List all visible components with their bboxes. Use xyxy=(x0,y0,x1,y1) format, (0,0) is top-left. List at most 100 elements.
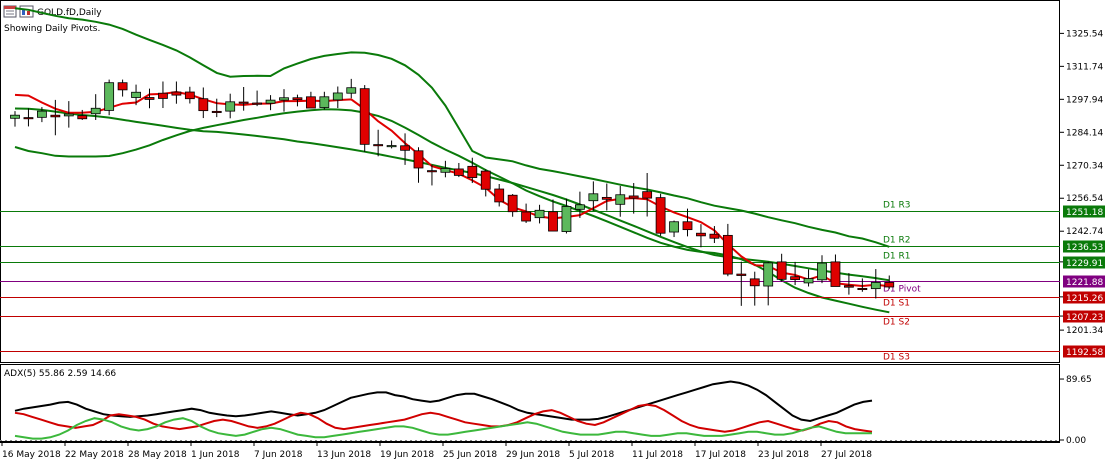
candle-body xyxy=(332,92,343,101)
price-tag-text-6: 1192.58 xyxy=(1066,348,1103,358)
candle-65 xyxy=(884,275,895,289)
candle-body xyxy=(63,113,74,117)
candle-9 xyxy=(131,84,141,106)
candle-35 xyxy=(480,169,491,197)
adx-axis: 89.65 0.00 xyxy=(1060,375,1092,446)
candle-body xyxy=(77,115,88,120)
candle-body xyxy=(790,276,800,280)
chart-subtitle: Showing Daily Pivots. xyxy=(4,24,100,34)
candle-12 xyxy=(171,81,182,104)
candle-body xyxy=(534,209,545,219)
candle-60 xyxy=(817,255,827,284)
time-tick-label-4: 7 Jun 2018 xyxy=(254,450,303,460)
candle-8 xyxy=(117,79,128,97)
candle-36 xyxy=(494,184,505,207)
candle-30 xyxy=(413,147,424,183)
candle-47 xyxy=(642,173,653,217)
candle-26 xyxy=(359,85,370,152)
candle-4 xyxy=(63,101,74,128)
price-tick-label-4: 1270.34 xyxy=(1066,161,1103,171)
candle-body xyxy=(763,262,774,287)
candle-3 xyxy=(50,99,61,136)
candle-body xyxy=(588,193,599,202)
pivot-label-0: D1 R3 xyxy=(883,201,911,211)
candle-body xyxy=(171,91,182,96)
candle-body xyxy=(279,97,289,101)
candle-5 xyxy=(77,109,88,120)
candle-33 xyxy=(453,162,464,178)
calendar-icon xyxy=(3,5,17,18)
adx-series-0 xyxy=(14,380,873,423)
candle-46 xyxy=(628,183,639,214)
candle-15 xyxy=(211,98,222,118)
time-tick-label-11: 17 Jul 2018 xyxy=(695,450,746,460)
price-tick-label-10: 1201.34 xyxy=(1066,326,1103,336)
candle-13 xyxy=(184,86,195,104)
candle-body xyxy=(548,211,558,232)
candle-body xyxy=(184,91,195,100)
time-tick-label-6: 19 Jun 2018 xyxy=(380,450,434,460)
candle-body xyxy=(211,110,222,113)
candle-body xyxy=(561,206,572,232)
price-tag-text-0: 1251.18 xyxy=(1066,208,1103,218)
candle-58 xyxy=(790,261,800,286)
price-tag-text-3: 1221.88 xyxy=(1066,278,1103,288)
candle-57 xyxy=(776,253,787,282)
candle-38 xyxy=(521,203,531,223)
candle-body xyxy=(628,195,639,199)
candle-body xyxy=(736,273,747,276)
price-tags: 1251.18 1236.53 1229.91 1221.88 1215.26 1207.… xyxy=(1063,205,1105,358)
candle-49 xyxy=(669,220,679,238)
price-pane xyxy=(0,0,1060,363)
candle-32 xyxy=(440,160,451,178)
pivot-label-2: D1 R1 xyxy=(883,252,911,262)
price-tag-text-2: 1229.91 xyxy=(1066,259,1103,269)
candle-body xyxy=(292,97,303,101)
bb-lower-line xyxy=(14,108,890,314)
candle-63 xyxy=(857,278,868,292)
candle-body xyxy=(359,88,370,145)
pivot-label-5: D1 S2 xyxy=(883,318,910,328)
candle-53 xyxy=(722,223,733,277)
candle-body xyxy=(857,288,868,291)
candle-7 xyxy=(104,79,115,116)
candle-body xyxy=(252,102,263,105)
candle-body xyxy=(615,194,626,205)
candle-44 xyxy=(601,183,612,211)
candle-24 xyxy=(332,86,343,109)
time-tick-label-2: 28 May 2018 xyxy=(128,450,187,460)
candle-body xyxy=(722,234,733,275)
candle-52 xyxy=(709,226,720,244)
candle-54 xyxy=(736,261,747,306)
candle-body xyxy=(427,170,437,173)
candle-body xyxy=(642,191,653,199)
candlesticks xyxy=(10,78,895,306)
candle-41 xyxy=(561,198,572,234)
candle-body xyxy=(494,188,505,203)
candle-42 xyxy=(575,191,585,218)
candle-body xyxy=(305,96,316,109)
candle-body xyxy=(10,114,20,119)
candle-body xyxy=(198,98,209,112)
time-tick-label-3: 1 Jun 2018 xyxy=(191,450,240,460)
candle-14 xyxy=(198,87,209,119)
candle-31 xyxy=(427,164,437,186)
candle-body xyxy=(440,168,451,173)
candle-59 xyxy=(803,269,814,287)
price-tag-text-1: 1236.53 xyxy=(1066,243,1103,253)
time-tick-label-9: 5 Jul 2018 xyxy=(569,450,614,460)
candle-43 xyxy=(588,181,599,211)
time-tick-label-12: 23 Jul 2018 xyxy=(758,450,809,460)
candle-body xyxy=(413,150,424,169)
candle-2 xyxy=(37,107,47,123)
candle-body xyxy=(696,232,706,237)
candle-29 xyxy=(400,133,410,165)
candle-body xyxy=(655,197,666,234)
candle-body xyxy=(386,145,397,148)
candle-20 xyxy=(279,89,289,112)
candle-body xyxy=(117,82,128,91)
candle-body xyxy=(265,99,276,104)
candle-22 xyxy=(305,91,316,109)
candle-45 xyxy=(615,185,626,217)
